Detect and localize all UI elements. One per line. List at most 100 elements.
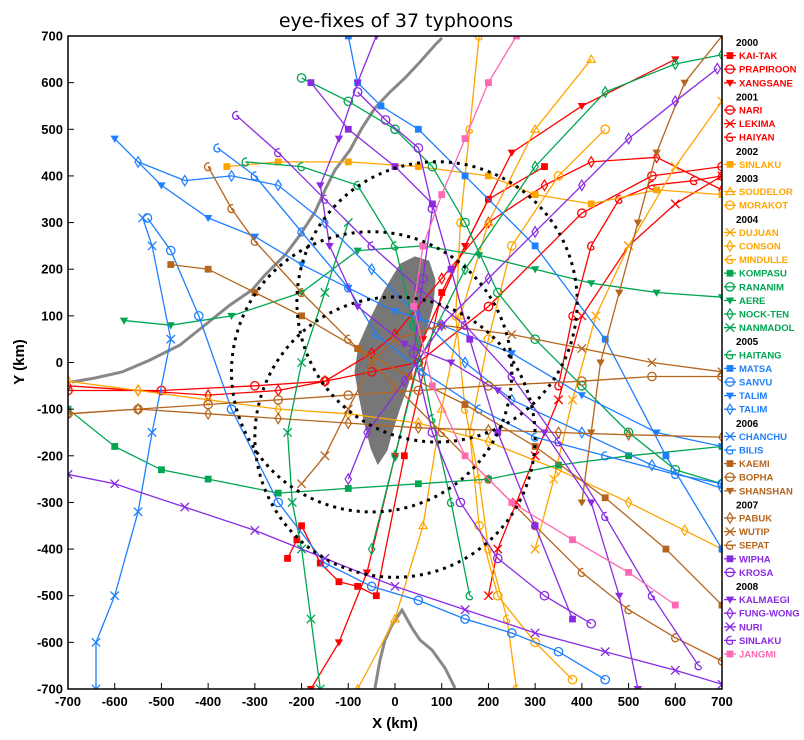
track-point xyxy=(363,426,371,439)
legend-marker xyxy=(726,52,734,59)
track-point xyxy=(391,163,399,170)
track-point xyxy=(555,461,562,469)
legend-label: MINDULLE xyxy=(739,255,788,266)
legend-marker xyxy=(725,132,734,142)
legend-label: WIPHA xyxy=(739,554,771,565)
track-point xyxy=(492,590,503,601)
legend-label: BILIS xyxy=(739,446,763,457)
track-point xyxy=(587,499,596,507)
track-point xyxy=(353,79,362,87)
legend-marker xyxy=(726,161,734,168)
track-point xyxy=(694,661,702,671)
legend-label: CONSON xyxy=(739,242,781,253)
track-point xyxy=(671,94,680,108)
track-point xyxy=(91,684,101,689)
legend-label: SINLAKU xyxy=(739,160,781,171)
track-point xyxy=(344,36,352,40)
track-point xyxy=(507,329,517,340)
x-tick-label: -400 xyxy=(195,694,221,709)
track-point xyxy=(165,245,176,256)
legend-label: RANANIM xyxy=(739,282,784,293)
track-point xyxy=(718,48,722,62)
legend-label: SEPAT xyxy=(739,541,769,552)
track-point xyxy=(250,236,259,246)
track-point xyxy=(586,241,595,251)
track-point xyxy=(134,402,142,416)
track-point xyxy=(68,379,72,393)
legend-label: FUNG-WONG xyxy=(739,609,800,620)
track-point xyxy=(352,87,363,97)
track-line xyxy=(146,217,606,681)
y-tick-label: -100 xyxy=(37,402,63,417)
legend-year: 2005 xyxy=(736,337,759,348)
track-point xyxy=(460,614,470,624)
y-tick-label: 500 xyxy=(41,122,63,137)
track-point xyxy=(400,340,409,349)
track-point xyxy=(418,367,427,377)
track-point xyxy=(409,320,417,330)
track-point xyxy=(180,502,190,512)
track-point xyxy=(390,581,400,592)
legend-entry: BILIS xyxy=(724,445,763,457)
legend-label: KAI-TAK xyxy=(739,51,777,62)
track-point xyxy=(484,544,492,554)
track-point xyxy=(531,191,539,198)
legend-entry: RANANIM xyxy=(724,281,784,293)
track-point xyxy=(203,161,212,172)
track-point xyxy=(274,412,283,425)
track-point xyxy=(484,272,493,285)
track-point xyxy=(241,157,249,167)
track-point xyxy=(662,452,670,460)
track-line xyxy=(68,165,722,392)
track-point xyxy=(578,426,586,439)
track-point xyxy=(390,334,400,344)
track-point xyxy=(203,214,213,223)
track-point xyxy=(652,289,661,297)
legend-marker xyxy=(725,200,735,211)
track-point xyxy=(549,474,559,484)
track-point xyxy=(717,96,722,106)
legend-marker xyxy=(725,105,735,115)
track-point xyxy=(466,335,474,343)
track-point xyxy=(567,395,578,405)
track-point xyxy=(671,56,680,64)
y-tick-label: -600 xyxy=(37,635,63,650)
track-point xyxy=(344,125,352,133)
track-point xyxy=(390,241,399,251)
legend-marker xyxy=(726,307,734,321)
track-point xyxy=(343,96,354,107)
y-tick-label: 0 xyxy=(56,355,63,370)
legend-entry: SOUDELOR xyxy=(724,186,793,198)
track-point xyxy=(354,582,362,590)
track-point xyxy=(513,36,520,40)
legend-label: LEKIMA xyxy=(739,119,776,130)
track-35 xyxy=(68,469,722,689)
legend-label: NURI xyxy=(739,622,762,633)
y-axis-ticks: -700 -600 -500 -400 -300 -200 -100 0 100 200 300 40… xyxy=(37,29,74,697)
track-line xyxy=(207,166,722,662)
track-point xyxy=(577,499,587,507)
track-point xyxy=(554,437,562,447)
y-tick-label: 400 xyxy=(41,168,63,183)
track-point xyxy=(717,367,722,377)
track-point xyxy=(493,544,503,554)
legend-entry: BOPHA xyxy=(724,472,773,484)
track-point xyxy=(492,553,503,564)
track-point xyxy=(334,639,344,647)
chart-title: eye-fixes of 37 typhoons xyxy=(279,10,513,32)
track-point xyxy=(461,401,469,408)
legend-label: NARI xyxy=(739,106,762,117)
track-point xyxy=(670,665,680,676)
y-tick-label: 600 xyxy=(41,75,63,90)
track-point xyxy=(717,679,722,689)
track-point xyxy=(494,429,502,436)
track-point xyxy=(367,346,376,360)
legend-entry: KROSA xyxy=(724,567,773,579)
track-point xyxy=(717,294,722,302)
y-tick-label: 700 xyxy=(41,29,63,44)
x-axis-ticks: -700 -600 -500 -400 -300 -200 -100 0 100 200 300 40… xyxy=(55,683,733,709)
track-point xyxy=(274,178,283,192)
track-9 xyxy=(464,124,611,685)
legend-entry: NURI xyxy=(724,622,762,633)
track-point xyxy=(231,110,240,120)
